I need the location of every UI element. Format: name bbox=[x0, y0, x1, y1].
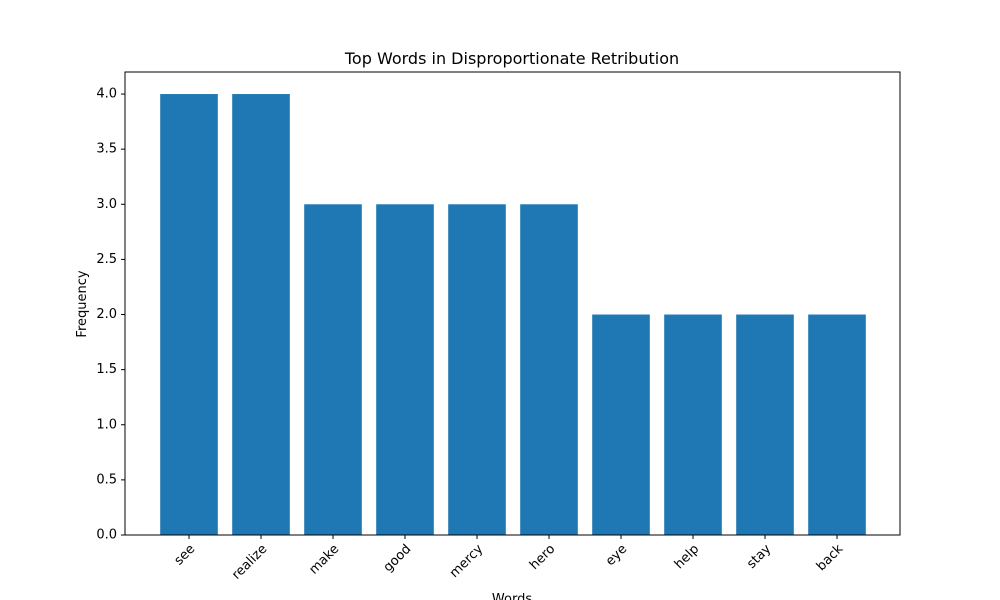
bars-layer bbox=[160, 94, 866, 536]
y-tick-label: 4.0 bbox=[96, 87, 117, 102]
x-axis: see realize make good mercy hero eye help stay ba… bbox=[172, 535, 847, 583]
y-axis: 0.0 0.5 1.0 1.5 2.0 2.5 3.0 3.5 4.0 bbox=[96, 87, 125, 543]
y-tick-label: 1.5 bbox=[96, 362, 117, 377]
y-tick-label: 2.5 bbox=[96, 252, 117, 267]
x-tick-label: see bbox=[172, 542, 199, 569]
x-tick-label: realize bbox=[229, 542, 270, 583]
bar-make bbox=[304, 204, 362, 536]
x-tick-label: mercy bbox=[447, 541, 487, 581]
x-tick-label: back bbox=[814, 541, 847, 574]
bar-good bbox=[376, 204, 434, 536]
bar-realize bbox=[232, 94, 290, 536]
x-tick-label: make bbox=[306, 542, 342, 578]
bar-see bbox=[160, 94, 218, 536]
bar-stay bbox=[736, 314, 794, 535]
y-tick-label: 3.5 bbox=[96, 142, 117, 157]
y-tick-label: 0.5 bbox=[96, 472, 117, 487]
y-tick-label: 2.0 bbox=[96, 307, 117, 322]
bar-hero bbox=[520, 204, 578, 536]
y-axis-label: Frequency bbox=[75, 270, 90, 337]
plot-frame bbox=[124, 71, 901, 536]
x-tick-label: stay bbox=[744, 541, 774, 571]
bar-back bbox=[808, 314, 866, 535]
y-tick-label: 0.0 bbox=[96, 528, 117, 543]
x-axis-label: Words bbox=[492, 592, 532, 600]
chart-title: Top Words in Disproportionate Retributio… bbox=[344, 49, 679, 68]
bar-mercy bbox=[448, 204, 506, 536]
bar-help bbox=[664, 314, 722, 535]
bar-eye bbox=[592, 314, 650, 535]
y-tick-label: 1.0 bbox=[96, 417, 117, 432]
x-tick-label: eye bbox=[603, 542, 630, 569]
x-tick-label: hero bbox=[527, 542, 558, 573]
x-tick-label: help bbox=[672, 542, 702, 572]
x-tick-label: good bbox=[381, 542, 415, 576]
y-tick-label: 3.0 bbox=[96, 197, 117, 212]
